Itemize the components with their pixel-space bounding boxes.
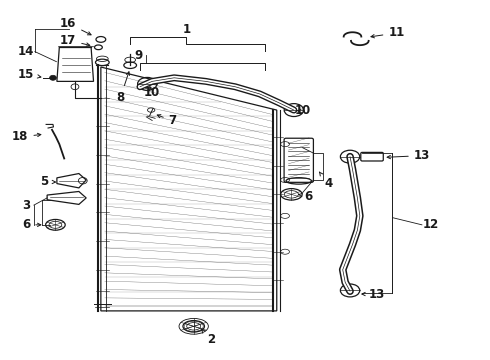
Text: 3: 3 xyxy=(22,199,30,212)
Text: 7: 7 xyxy=(157,114,177,127)
Text: 5: 5 xyxy=(41,175,55,188)
Text: 6: 6 xyxy=(22,218,41,231)
Text: 4: 4 xyxy=(319,172,332,190)
Text: 10: 10 xyxy=(144,86,160,99)
Text: 8: 8 xyxy=(116,72,129,104)
Text: 6: 6 xyxy=(298,190,313,203)
Text: 17: 17 xyxy=(60,33,90,47)
Text: 12: 12 xyxy=(422,218,439,231)
Text: 13: 13 xyxy=(362,288,385,301)
Text: 1: 1 xyxy=(182,23,191,36)
Text: 9: 9 xyxy=(134,49,143,62)
Text: 2: 2 xyxy=(202,329,215,346)
Circle shape xyxy=(49,75,56,80)
Text: 15: 15 xyxy=(18,68,41,81)
Text: 14: 14 xyxy=(18,45,34,58)
Text: 18: 18 xyxy=(12,130,41,144)
Text: 16: 16 xyxy=(60,17,91,35)
Text: 13: 13 xyxy=(387,149,430,162)
Text: 10: 10 xyxy=(294,104,311,117)
Text: 11: 11 xyxy=(371,27,405,40)
